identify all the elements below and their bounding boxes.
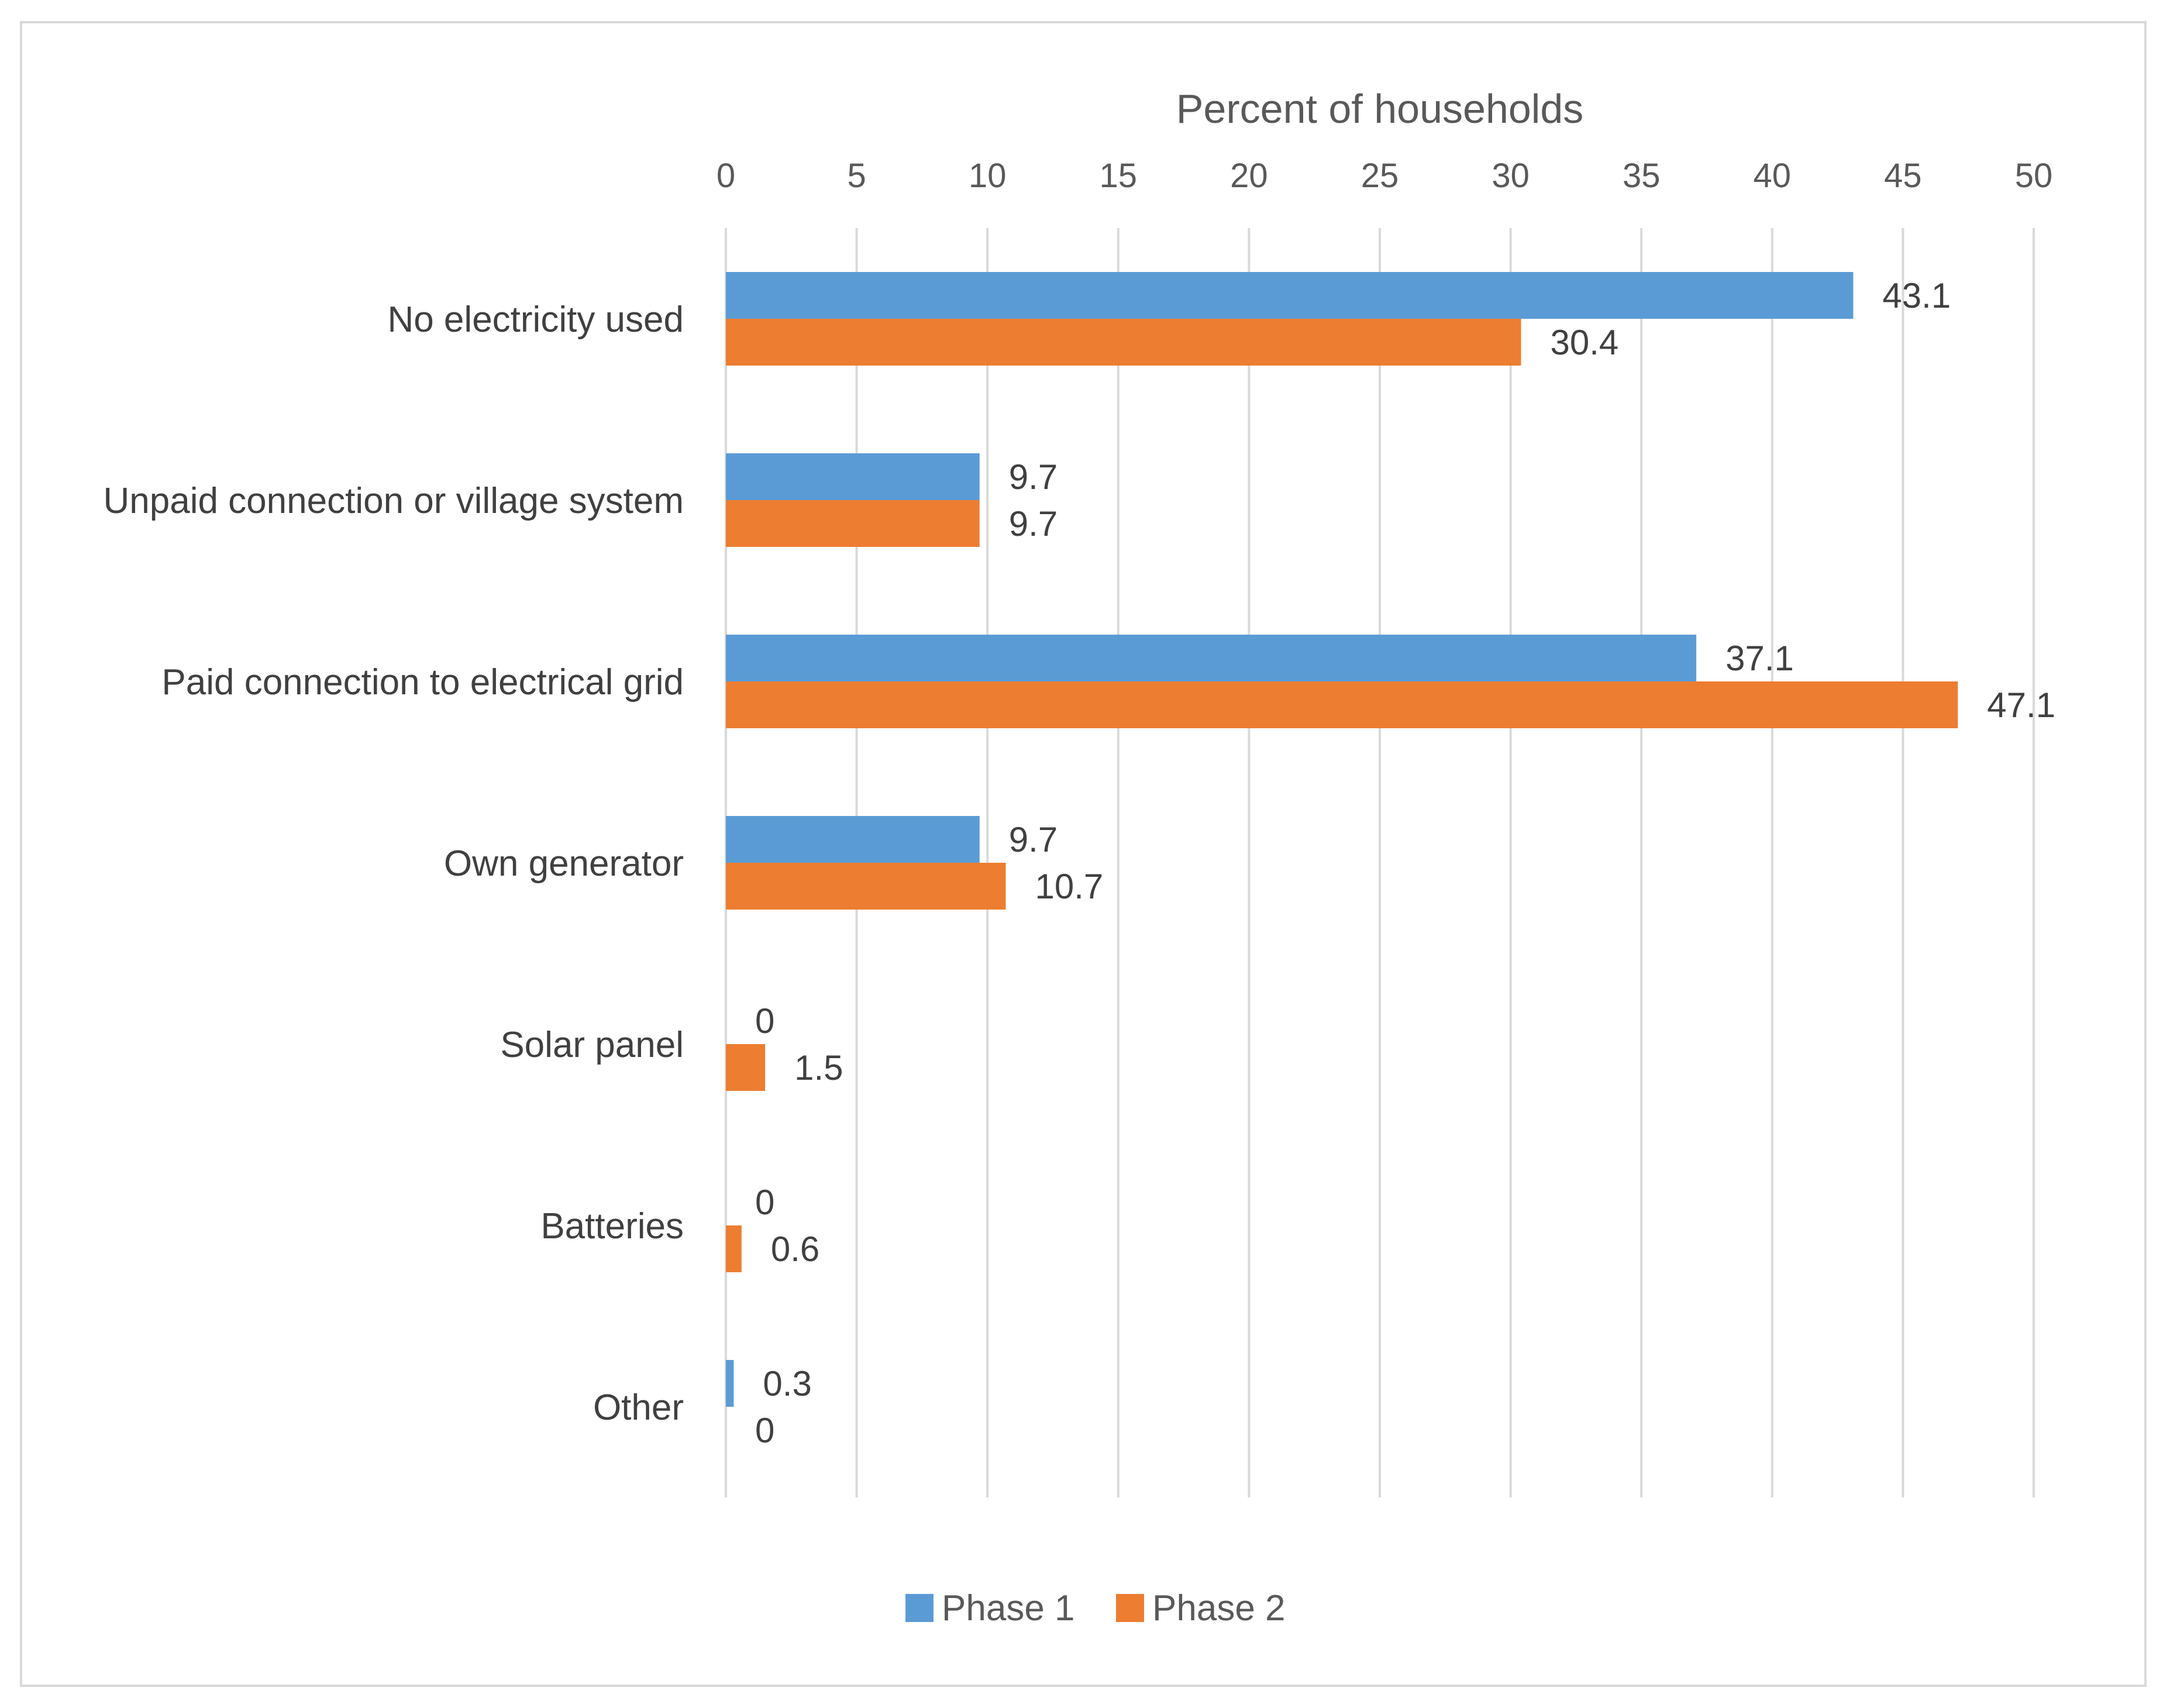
category-label: Solar panel xyxy=(500,1025,684,1065)
data-label: 0.6 xyxy=(771,1230,819,1269)
bar-phase-2 xyxy=(726,1225,742,1272)
category-label: Other xyxy=(593,1387,684,1428)
bar-phase-1 xyxy=(726,635,1697,681)
bar-chart: Percent of households 0 5 10 15 20 25 30 35 40 45… xyxy=(103,86,2055,1628)
x-tick-label: 0 xyxy=(717,157,735,195)
x-tick-label: 30 xyxy=(1492,157,1530,195)
bar-phase-1 xyxy=(726,453,980,500)
data-label: 1.5 xyxy=(794,1048,843,1087)
legend: Phase 1 Phase 2 xyxy=(905,1588,1286,1628)
data-label: 0 xyxy=(755,1183,774,1222)
bar-phase-1 xyxy=(726,1360,734,1407)
data-labels: 43.1 30.4 9.7 9.7 37.1 47.1 9.7 10.7 0 1.5 0 0.6 0.3… xyxy=(755,276,2055,1450)
data-label: 43.1 xyxy=(1882,276,1951,315)
data-label: 0 xyxy=(755,1001,774,1041)
category-labels: No electricity used Unpaid connection or … xyxy=(103,299,684,1428)
legend-label: Phase 1 xyxy=(942,1588,1075,1628)
x-tick-label: 15 xyxy=(1100,157,1138,195)
x-tick-label: 10 xyxy=(969,157,1007,195)
data-label: 0.3 xyxy=(763,1364,811,1403)
x-tick-label: 20 xyxy=(1230,157,1268,195)
data-label: 10.7 xyxy=(1035,867,1104,906)
x-tick-label: 25 xyxy=(1361,157,1399,195)
x-tick-label: 5 xyxy=(847,157,866,195)
x-tick-label: 35 xyxy=(1623,157,1661,195)
bar-phase-2 xyxy=(726,500,980,547)
legend-swatch xyxy=(905,1594,934,1622)
category-label: Paid connection to electrical grid xyxy=(161,662,684,703)
gridlines xyxy=(725,228,2035,1497)
bar-phase-2 xyxy=(726,681,1958,728)
bar-phase-1 xyxy=(726,272,1854,319)
bar-phase-2 xyxy=(726,1044,766,1091)
data-label: 37.1 xyxy=(1725,639,1794,678)
x-tick-label: 45 xyxy=(1884,157,1922,195)
legend-swatch xyxy=(1116,1594,1144,1622)
x-axis-ticks: 0 5 10 15 20 25 30 35 40 45 50 xyxy=(717,157,2052,195)
category-label: No electricity used xyxy=(387,299,684,340)
legend-label: Phase 2 xyxy=(1152,1588,1286,1628)
category-label: Own generator xyxy=(444,843,684,884)
data-label: 9.7 xyxy=(1009,504,1058,543)
bar-phase-2 xyxy=(726,863,1006,910)
data-label: 0 xyxy=(755,1411,774,1450)
data-label: 9.7 xyxy=(1009,820,1058,859)
x-tick-label: 40 xyxy=(1754,157,1792,195)
data-label: 30.4 xyxy=(1550,323,1618,362)
chart-area: Percent of households 0 5 10 15 20 25 30 35 40 45… xyxy=(20,21,2147,1687)
category-label: Batteries xyxy=(540,1206,684,1246)
x-axis-title: Percent of households xyxy=(1176,86,1584,132)
x-tick-label: 50 xyxy=(2015,157,2053,195)
bar-phase-2 xyxy=(726,319,1521,366)
bar-phase-1 xyxy=(726,816,980,863)
data-label: 47.1 xyxy=(1987,686,2055,725)
category-label: Unpaid connection or village system xyxy=(103,481,684,521)
data-label: 9.7 xyxy=(1009,457,1058,497)
bars xyxy=(726,272,1958,1407)
